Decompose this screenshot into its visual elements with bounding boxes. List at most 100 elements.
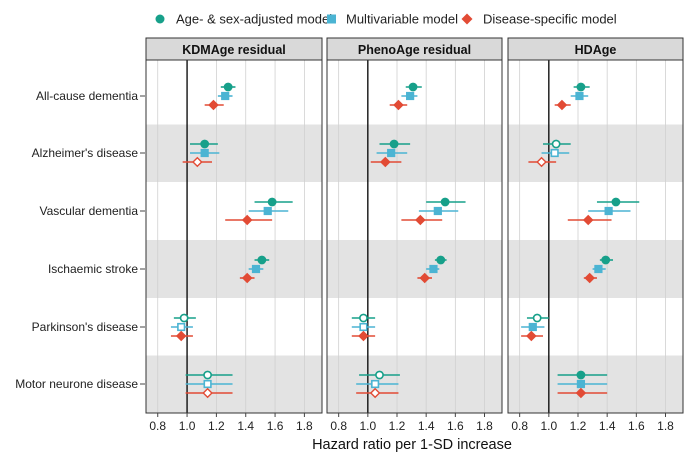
point-kdmage-residual-vascular-dementia-multivariable	[263, 206, 272, 216]
point-kdmage-residual-parkinson-s-disease-disease-specific	[175, 330, 187, 342]
x-tick-label: 1.0	[540, 419, 557, 433]
x-tick-label: 1.4	[599, 419, 616, 433]
legend-label-age-sex: Age- & sex-adjusted model	[176, 12, 332, 27]
x-tick-label: 1.6	[628, 419, 645, 433]
point-phenoage-residual-vascular-dementia-disease-specific	[415, 214, 426, 226]
point-kdmage-residual-alzheimer-s-disease-age-sex	[200, 139, 210, 149]
x-tick-label: 0.8	[330, 419, 347, 433]
point-kdmage-residual-all-cause-dementia-disease-specific	[208, 99, 219, 111]
point-hdage-motor-neurone-disease-age-sex	[576, 370, 586, 380]
point-hdage-motor-neurone-disease-disease-specific	[575, 387, 587, 399]
point-kdmage-residual-all-cause-dementia-multivariable	[221, 91, 230, 101]
legend: Age- & sex-adjusted model Multivariable …	[155, 12, 617, 27]
panel-hdage: HDAge 0.8 1.0 1.2 1.4 1.6 1.8	[507, 37, 684, 433]
point-hdage-parkinson-s-disease-disease-specific	[526, 330, 537, 342]
point-hdage-vascular-dementia-disease-specific	[582, 214, 594, 226]
legend-item-multivariable: Multivariable model	[327, 12, 458, 27]
point-phenoage-residual-motor-neurone-disease-multivariable	[371, 379, 380, 389]
point-kdmage-residual-motor-neurone-disease-disease-specific	[202, 387, 213, 399]
x-tick-label: 1.0	[179, 419, 196, 433]
point-hdage-alzheimer-s-disease-multivariable	[550, 148, 559, 158]
point-hdage-motor-neurone-disease-multivariable	[576, 379, 586, 389]
y-label-alzheimer-s-disease: Alzheimer's disease	[32, 146, 139, 160]
point-hdage-vascular-dementia-age-sex	[611, 197, 621, 207]
point-hdage-all-cause-dementia-age-sex	[576, 82, 586, 92]
x-tick-label: 1.8	[296, 419, 313, 433]
x-axis-label: Hazard ratio per 1-SD increase	[312, 437, 512, 453]
panel-kdmage-residual: KDMAge residual 0.8 1.0 1.2 1.4 1.6 1.8	[145, 37, 323, 433]
point-phenoage-residual-vascular-dementia-multivariable	[433, 206, 442, 216]
point-phenoage-residual-alzheimer-s-disease-multivariable	[387, 148, 396, 158]
x-tick-label: 1.6	[447, 419, 464, 433]
point-kdmage-residual-alzheimer-s-disease-disease-specific	[192, 156, 203, 168]
point-kdmage-residual-motor-neurone-disease-age-sex	[203, 370, 212, 380]
point-hdage-ischaemic-stroke-multivariable	[594, 264, 603, 274]
row-band-alzheimer-s-disease	[327, 124, 502, 182]
x-tick-label: 1.2	[570, 419, 587, 433]
legend-item-disease-specific: Disease-specific model	[461, 12, 617, 27]
x-tick-label: 1.8	[476, 419, 493, 433]
point-kdmage-residual-vascular-dementia-disease-specific	[241, 214, 253, 226]
row-band-motor-neurone-disease	[327, 355, 502, 413]
panel-border-kdmage-residual	[145, 59, 323, 414]
point-phenoage-residual-alzheimer-s-disease-disease-specific	[380, 156, 391, 168]
panel-bg-phenoage-residual	[327, 60, 502, 413]
point-hdage-all-cause-dementia-disease-specific	[556, 99, 568, 111]
x-tick-label: 1.0	[359, 419, 376, 433]
point-hdage-parkinson-s-disease-multivariable	[528, 322, 537, 332]
point-phenoage-residual-ischaemic-stroke-multivariable	[429, 264, 438, 274]
y-label-motor-neurone-disease: Motor neurone disease	[15, 377, 138, 391]
point-phenoage-residual-motor-neurone-disease-age-sex	[375, 370, 384, 380]
point-kdmage-residual-alzheimer-s-disease-multivariable	[200, 148, 209, 158]
x-tick-label: 1.2	[389, 419, 406, 433]
point-phenoage-residual-parkinson-s-disease-multivariable	[359, 322, 368, 332]
y-label-vascular-dementia: Vascular dementia	[40, 204, 139, 218]
point-hdage-ischaemic-stroke-age-sex	[601, 255, 611, 265]
point-phenoage-residual-all-cause-dementia-disease-specific	[393, 99, 404, 111]
panel-title-kdmage-residual: KDMAge residual	[182, 43, 286, 57]
row-band-motor-neurone-disease	[146, 355, 322, 413]
x-tick-label: 1.4	[418, 419, 435, 433]
panel-bg-kdmage-residual	[146, 60, 322, 413]
x-tick-label: 1.2	[208, 419, 225, 433]
point-kdmage-residual-motor-neurone-disease-multivariable	[203, 379, 212, 389]
point-phenoage-residual-motor-neurone-disease-disease-specific	[369, 387, 381, 399]
y-label-parkinson-s-disease: Parkinson's disease	[32, 320, 139, 334]
point-phenoage-residual-parkinson-s-disease-disease-specific	[358, 330, 369, 342]
point-phenoage-residual-all-cause-dementia-age-sex	[408, 82, 418, 92]
point-kdmage-residual-ischaemic-stroke-multivariable	[251, 264, 261, 274]
point-phenoage-residual-alzheimer-s-disease-age-sex	[389, 139, 399, 149]
row-band-alzheimer-s-disease	[146, 124, 322, 182]
x-tick-label: 1.4	[237, 419, 254, 433]
legend-item-age-sex: Age- & sex-adjusted model	[155, 12, 332, 27]
legend-label-multivariable: Multivariable model	[346, 12, 458, 27]
y-label-ischaemic-stroke: Ischaemic stroke	[48, 262, 138, 276]
panel-bg-hdage	[508, 60, 683, 413]
point-hdage-ischaemic-stroke-disease-specific	[584, 272, 595, 284]
legend-marker-disease-specific	[461, 13, 473, 25]
panel-phenoage-residual: PhenoAge residual 0.8 1.0 1.2 1.4 1.6 1.8	[326, 37, 503, 433]
point-kdmage-residual-ischaemic-stroke-disease-specific	[241, 272, 253, 284]
legend-label-disease-specific: Disease-specific model	[483, 12, 617, 27]
panel-title-phenoage-residual: PhenoAge residual	[358, 43, 471, 57]
point-phenoage-residual-parkinson-s-disease-age-sex	[359, 313, 368, 323]
point-phenoage-residual-ischaemic-stroke-disease-specific	[419, 272, 430, 284]
row-band-ischaemic-stroke	[327, 240, 502, 298]
panel-border-phenoage-residual	[326, 59, 503, 414]
y-label-all-cause-dementia: All-cause dementia	[36, 89, 138, 103]
x-tick-label: 0.8	[511, 419, 528, 433]
point-kdmage-residual-vascular-dementia-age-sex	[267, 197, 277, 207]
row-band-alzheimer-s-disease	[508, 124, 683, 182]
point-hdage-vascular-dementia-multivariable	[604, 206, 613, 216]
point-kdmage-residual-ischaemic-stroke-age-sex	[257, 255, 267, 265]
point-phenoage-residual-ischaemic-stroke-age-sex	[436, 255, 446, 265]
point-phenoage-residual-all-cause-dementia-multivariable	[406, 91, 415, 101]
row-band-ischaemic-stroke	[146, 240, 322, 298]
legend-marker-age-sex	[155, 14, 165, 24]
x-tick-label: 1.8	[657, 419, 674, 433]
point-hdage-alzheimer-s-disease-age-sex	[551, 139, 561, 149]
point-hdage-parkinson-s-disease-age-sex	[532, 313, 542, 323]
point-phenoage-residual-vascular-dementia-age-sex	[440, 197, 450, 207]
